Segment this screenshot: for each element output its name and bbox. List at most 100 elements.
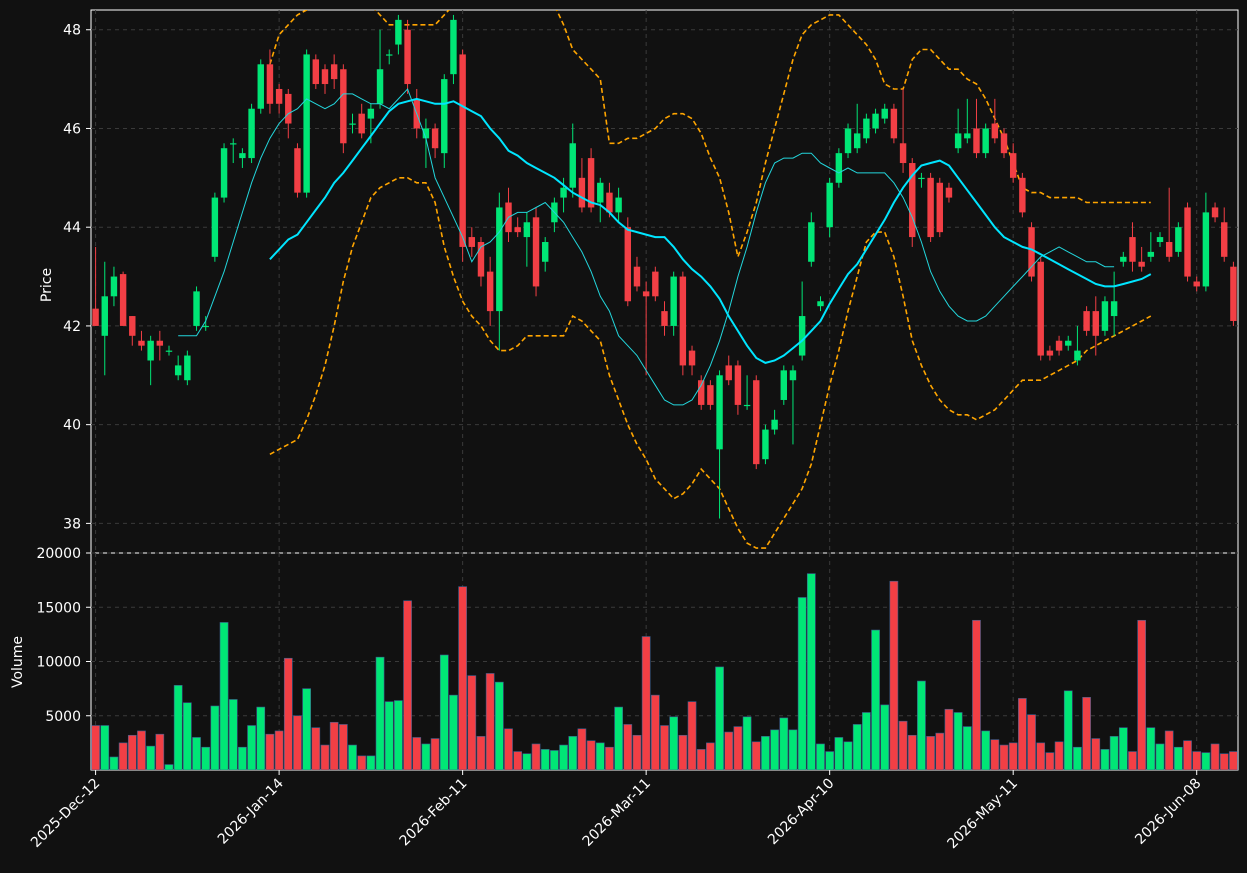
candle-body	[422, 128, 430, 139]
candle	[909, 158, 916, 247]
volume-bar	[1128, 751, 1137, 770]
volume-bar	[384, 701, 394, 770]
volume-bar	[274, 730, 284, 770]
candle-body	[707, 385, 714, 405]
candle-body	[964, 133, 971, 139]
candle	[92, 246, 99, 326]
volume-bar	[283, 657, 293, 770]
volume-bar	[1008, 742, 1018, 770]
candle-body	[909, 163, 916, 238]
candle-body	[514, 227, 521, 233]
volume-bar	[1146, 727, 1156, 770]
candle-body	[569, 143, 576, 188]
candle	[110, 266, 118, 307]
candle	[386, 49, 393, 65]
candle-body	[1009, 153, 1017, 178]
x-tick-label: 2026-Jan-14	[215, 775, 287, 847]
x-tick-label: 2026-Feb-11	[397, 776, 471, 850]
candle	[679, 271, 687, 376]
candle	[789, 365, 797, 445]
candle	[707, 380, 714, 410]
candle	[459, 49, 466, 262]
candle	[514, 217, 521, 238]
x-tick-label: 2026-Jun-08	[1132, 776, 1204, 848]
candle	[523, 212, 531, 267]
candle-body	[863, 118, 870, 139]
candle	[725, 355, 732, 386]
volume-bar	[247, 725, 256, 770]
sma-short-line	[178, 88, 1115, 406]
volume-y-tick-label: 5000	[45, 709, 81, 725]
volume-bar	[1137, 619, 1146, 770]
volume-bar	[531, 743, 541, 770]
candle-body	[743, 404, 751, 407]
volume-bar	[834, 737, 844, 770]
candle	[954, 108, 962, 154]
volume-bar	[559, 744, 568, 770]
candle-body	[826, 182, 833, 228]
candle	[817, 296, 824, 312]
x-axis: 2025-Dec-12 2026-Jan-14 2026-Feb-11 2026-Ma…	[28, 770, 1205, 852]
volume-bar	[1201, 752, 1211, 770]
candle	[193, 286, 200, 331]
candle	[1083, 306, 1090, 336]
volume-bar	[981, 730, 990, 770]
candle	[1009, 143, 1017, 183]
candle	[1110, 271, 1118, 336]
volume-bar	[1082, 697, 1091, 770]
candle-body	[587, 158, 595, 208]
candle-body	[165, 350, 173, 352]
volume-bar	[1018, 698, 1027, 770]
volume-bar	[917, 680, 926, 770]
volume-bar	[862, 712, 871, 770]
volume-bar	[669, 716, 679, 770]
candle	[881, 103, 888, 124]
candle	[560, 177, 567, 213]
volume-bar	[788, 729, 798, 770]
sma-lines	[178, 88, 1152, 406]
candle-body	[220, 148, 228, 198]
candle-body	[881, 108, 888, 119]
volume-bar	[357, 755, 367, 770]
volume-bar	[412, 737, 422, 770]
volume-bar	[907, 734, 917, 770]
candle	[899, 88, 907, 173]
volume-bar	[1027, 714, 1036, 770]
candle	[340, 64, 347, 154]
volume-bar	[394, 700, 403, 770]
volume-bar	[302, 688, 311, 770]
candle-body	[1138, 261, 1145, 267]
candle	[230, 138, 237, 164]
candle-body	[1101, 301, 1109, 331]
volume-bar	[458, 586, 467, 770]
volume-bar	[192, 737, 201, 770]
candle-body	[340, 69, 347, 144]
candle-body	[560, 187, 567, 198]
volume-bar	[852, 724, 862, 770]
volume-bar	[724, 731, 734, 770]
candle	[129, 316, 136, 346]
candle-body	[248, 108, 255, 159]
candle	[138, 330, 145, 351]
volume-bars	[91, 573, 1238, 770]
volume-bar	[1229, 751, 1238, 770]
candle	[248, 103, 255, 164]
volume-bar	[513, 751, 523, 770]
candle-body	[239, 153, 246, 159]
volume-bar	[641, 636, 651, 770]
volume-bar	[1100, 749, 1110, 770]
volume-panel: 5000 10000 15000 20000 Volume	[10, 546, 1239, 771]
candle-body	[1129, 237, 1136, 262]
candle	[734, 360, 742, 415]
volume-bar	[605, 746, 614, 770]
candle-body	[321, 69, 329, 85]
volume-bar	[632, 734, 642, 770]
candle-body	[459, 54, 466, 247]
candle-body	[872, 113, 879, 129]
candle-body	[386, 54, 393, 56]
volume-bar	[577, 728, 587, 770]
candle-body	[670, 276, 677, 326]
candle-body	[597, 182, 604, 203]
volume-bar	[1036, 742, 1046, 770]
candle	[468, 227, 476, 257]
